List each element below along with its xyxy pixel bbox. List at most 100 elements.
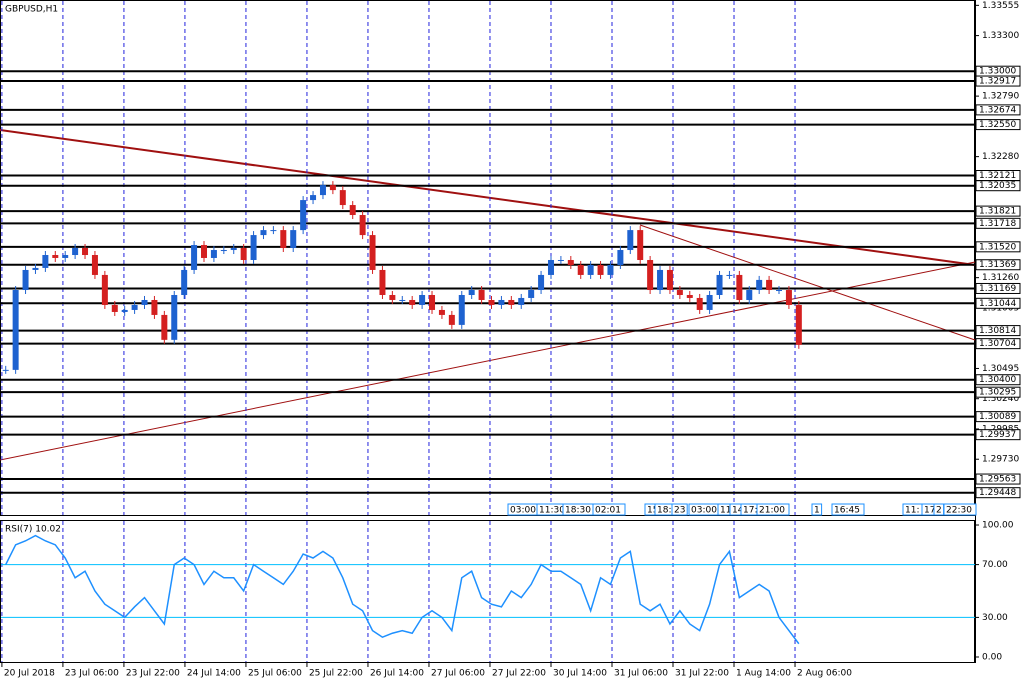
x-tick-label: 31 Jul 22:00	[675, 669, 729, 679]
candle	[121, 309, 128, 312]
candle	[220, 250, 227, 252]
candle	[210, 250, 217, 258]
candle	[518, 297, 525, 305]
time-marker-label: 11	[720, 506, 731, 516]
candle	[676, 290, 683, 295]
candle	[577, 264, 584, 275]
candle	[270, 230, 277, 232]
trendline	[639, 224, 976, 341]
candle	[280, 230, 287, 249]
time-marker: 21:00	[756, 503, 790, 516]
time-marker-label: 15	[647, 506, 658, 516]
time-marker: 23	[671, 503, 688, 516]
candle	[607, 264, 614, 275]
level-label: 1.32674	[979, 105, 1016, 115]
time-marker: 03:00	[688, 503, 722, 516]
level-label: 1.32550	[979, 120, 1016, 130]
y-tick-label: 1.33555	[982, 1, 1019, 11]
x-tick-label: 31 Jul 06:00	[614, 669, 668, 679]
level-label-box	[975, 487, 1021, 499]
candle	[567, 259, 574, 265]
y-tick-label: 1.31260	[982, 273, 1019, 283]
time-marker: 16:45	[831, 503, 865, 516]
level-label-box	[975, 241, 1021, 253]
candle	[101, 274, 108, 305]
level-label-box	[975, 325, 1021, 337]
y-tick-label: 1.29730	[982, 455, 1019, 465]
candle	[62, 255, 69, 258]
level-label-box	[975, 205, 1021, 217]
level-label: 1.29937	[979, 430, 1016, 440]
level-label-box	[975, 180, 1021, 192]
time-marker-label: 14	[732, 506, 744, 516]
x-tick-label: 24 Jul 14:00	[187, 669, 241, 679]
candle	[141, 299, 148, 305]
time-marker-label: 23	[674, 506, 685, 516]
x-tick-label: 25 Jul 06:00	[248, 669, 302, 679]
x-tick-label: 26 Jul 14:00	[370, 669, 424, 679]
candle	[785, 290, 792, 305]
candle	[617, 250, 624, 265]
candle	[706, 294, 713, 310]
level-label: 1.30704	[979, 339, 1016, 349]
y-tick-label: 100.00	[982, 521, 1014, 531]
candle	[419, 294, 426, 305]
candle	[389, 294, 396, 300]
level-label: 1.32035	[979, 181, 1016, 191]
level-label-box	[975, 429, 1021, 441]
level-label-box	[975, 104, 1021, 116]
candle	[627, 230, 634, 251]
level-label: 1.31369	[979, 260, 1016, 270]
y-tick-label: 1.30495	[982, 364, 1019, 374]
level-label-box	[975, 282, 1021, 294]
x-tick-label: 23 Jul 06:00	[65, 669, 119, 679]
level-label: 1.31044	[979, 299, 1016, 309]
candle	[657, 269, 664, 291]
time-marker-label: 11:	[905, 506, 919, 516]
level-label-box	[975, 75, 1021, 87]
time-marker-label: 17:	[743, 506, 757, 516]
candle	[597, 264, 604, 275]
candle	[369, 235, 376, 270]
candle	[82, 248, 89, 256]
y-tick-label: 30.00	[982, 613, 1008, 623]
time-marker-box	[756, 503, 790, 516]
candle	[468, 290, 475, 295]
x-tick-label: 1 Aug 14:00	[736, 669, 791, 679]
y-tick-label: 1.32790	[982, 92, 1019, 102]
candle	[329, 185, 336, 191]
candle	[746, 290, 753, 300]
x-tick-label: 27 Jul 06:00	[431, 669, 485, 679]
candle	[587, 264, 594, 275]
candle	[736, 274, 743, 300]
candle	[171, 294, 178, 340]
candle	[72, 248, 79, 256]
time-marker: 11:	[902, 503, 925, 516]
candle	[538, 274, 545, 291]
candle	[508, 299, 515, 305]
rsi-line	[5, 534, 800, 645]
candle	[52, 255, 59, 258]
time-marker-label: 1	[814, 506, 820, 516]
time-marker: 22:30	[943, 503, 977, 516]
time-marker: 18:30	[562, 503, 596, 516]
y-tick-label: 1.33300	[982, 31, 1019, 41]
candle	[429, 294, 436, 310]
price-frame	[0, 0, 975, 516]
candle	[547, 259, 554, 275]
candle	[647, 259, 654, 291]
candle	[200, 245, 207, 258]
time-marker: 02:01	[592, 503, 626, 516]
y-tick-label: 70.00	[982, 560, 1008, 570]
candle	[726, 274, 733, 276]
candle	[260, 230, 267, 236]
time-marker-label: 02:01	[595, 506, 621, 516]
level-label-box	[975, 473, 1021, 485]
level-label: 1.30814	[979, 326, 1016, 336]
time-marker-box	[943, 503, 977, 516]
level-label: 1.33000	[979, 67, 1016, 77]
candle	[240, 248, 247, 260]
level-label: 1.32121	[979, 171, 1016, 181]
level-label: 1.29563	[979, 475, 1016, 485]
candle	[161, 314, 168, 340]
